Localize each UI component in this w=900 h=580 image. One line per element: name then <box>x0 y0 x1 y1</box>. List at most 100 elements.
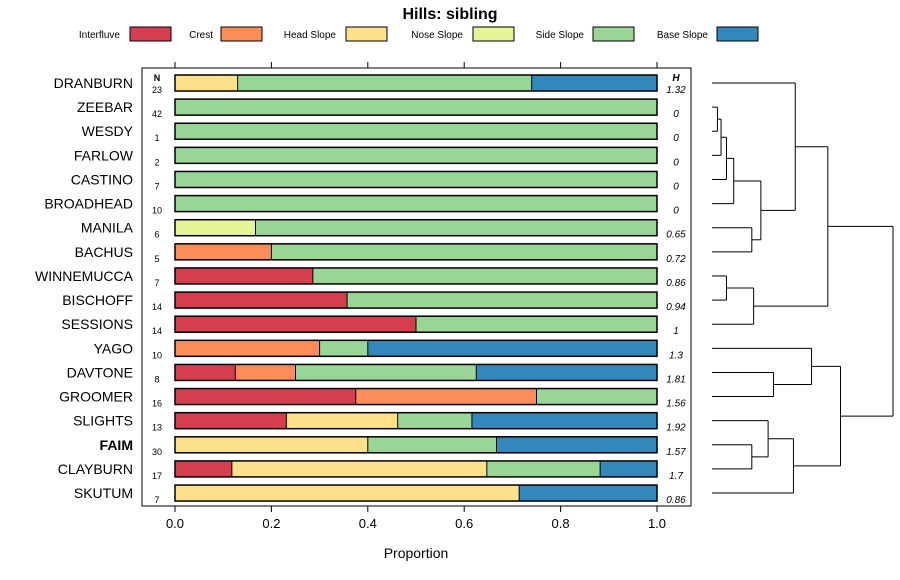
category-label: SKUTUM <box>74 485 133 501</box>
legend-label: Interfluve <box>79 30 121 41</box>
bar-segment <box>347 292 657 309</box>
bar-outline <box>174 243 658 261</box>
bar-segment <box>286 412 398 429</box>
legend-swatch <box>716 26 759 42</box>
bar-segment <box>175 412 287 429</box>
bar-segment <box>476 364 657 381</box>
category-label: DAVTONE <box>67 364 133 380</box>
n-count: 1 <box>154 133 159 143</box>
category-label: YAGO <box>94 340 134 356</box>
category-label: BACHUS <box>75 244 133 260</box>
n-count: 2 <box>154 157 159 167</box>
h-value: 0 <box>673 133 679 144</box>
legend-swatch <box>472 26 515 42</box>
bar-segment <box>471 412 657 429</box>
h-value: 1.81 <box>666 374 685 385</box>
bar-segment <box>175 195 657 212</box>
bar-segment <box>295 364 477 381</box>
x-tick-label: 1.0 <box>648 516 666 531</box>
h-value: 0 <box>673 181 679 192</box>
bar-segment <box>175 316 416 333</box>
bar-outline <box>174 291 658 309</box>
h-value: 0 <box>673 109 679 120</box>
bar-segment <box>235 364 296 381</box>
bar-segment <box>519 485 657 502</box>
h-value: 0.94 <box>666 302 686 313</box>
n-count: 6 <box>154 230 159 240</box>
legend-swatch <box>345 26 388 42</box>
h-value: 1 <box>673 326 679 337</box>
n-count: 10 <box>152 350 162 360</box>
bar-outline <box>174 460 658 478</box>
bar-outline <box>174 98 658 116</box>
bar-segment <box>175 171 657 188</box>
n-column-header: N <box>154 73 161 83</box>
bar-outline <box>174 170 658 189</box>
bar-segment <box>486 460 601 477</box>
x-axis-label: Proportion <box>384 545 449 561</box>
plot-frame <box>141 67 692 507</box>
bar-segment <box>175 243 272 260</box>
bar-segment <box>175 75 238 91</box>
bar-segment <box>255 219 657 236</box>
bar-segment <box>175 219 256 236</box>
bar-segment <box>271 243 657 260</box>
n-count: 8 <box>154 374 159 384</box>
h-value: 0.65 <box>666 230 686 241</box>
category-label: FARLOW <box>74 147 134 163</box>
category-label: CLAYBURN <box>58 461 133 477</box>
category-label: CASTINO <box>71 171 133 187</box>
h-value: 1.57 <box>666 447 686 458</box>
bar-segment <box>175 267 313 284</box>
category-label: BISCHOFF <box>62 292 133 308</box>
bar-outline <box>174 146 658 165</box>
n-count: 42 <box>152 109 162 119</box>
legend-swatch <box>592 26 635 42</box>
category-label: WESDY <box>82 123 134 139</box>
n-count: 13 <box>152 423 162 433</box>
bar-segment <box>237 75 532 91</box>
bar-segment <box>175 460 232 477</box>
h-value: 0 <box>673 157 679 168</box>
bar-segment <box>175 123 657 140</box>
h-value: 1.56 <box>666 399 686 410</box>
bar-segment <box>397 412 472 429</box>
bar-outline <box>174 436 658 454</box>
bar-outline <box>174 411 658 430</box>
bar-outline <box>174 74 658 92</box>
legend-label: Side Slope <box>536 30 585 41</box>
chart-title: Hills: sibling <box>402 6 497 23</box>
n-count: 17 <box>152 471 162 481</box>
h-value: 1.32 <box>666 85 686 96</box>
bar-outline <box>174 122 658 140</box>
category-label: ZEEBAR <box>77 99 133 115</box>
bar-segment <box>536 388 657 405</box>
x-tick-label: 0.8 <box>552 516 570 531</box>
legend: Interfluve Crest Head Slope Nose Slope Side … <box>79 26 759 42</box>
x-tick-label: 0.2 <box>262 516 280 531</box>
bar-segment <box>367 340 657 357</box>
n-count: 16 <box>152 399 162 409</box>
bar-segment <box>175 364 236 381</box>
bar-outline <box>174 484 658 502</box>
n-count: 7 <box>154 181 159 191</box>
n-count: 14 <box>152 302 162 312</box>
bar-segment <box>175 485 520 502</box>
x-tick-label: 0.4 <box>359 516 377 531</box>
n-count: 23 <box>152 85 162 95</box>
category-label: WINNEMUCCA <box>35 268 134 284</box>
bar-segment <box>600 460 657 477</box>
dendrogram <box>712 82 894 494</box>
bar-segment <box>175 99 657 116</box>
x-tick-label: 0.6 <box>455 516 473 531</box>
h-value: 1.7 <box>669 471 683 482</box>
bar-segment <box>416 316 657 333</box>
bar-outline <box>174 194 658 213</box>
bar-segment <box>175 147 657 164</box>
h-value: 1.3 <box>669 350 683 361</box>
category-label: FAIM <box>100 437 133 453</box>
category-label: SESSIONS <box>61 316 133 332</box>
h-column-header: H <box>672 73 680 84</box>
category-label: GROOMER <box>59 389 133 405</box>
